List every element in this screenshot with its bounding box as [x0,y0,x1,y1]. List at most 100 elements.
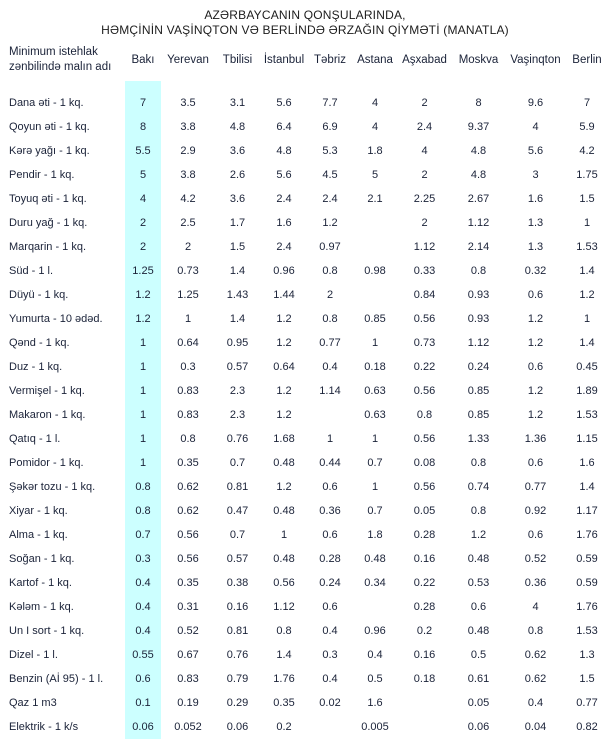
table-row: Makaron - 1 kq. 1 0.83 2.3 1.2 0.63 0.8 0.85 1.2… [1,403,609,427]
price-cell: 1.2 [125,307,161,331]
price-cell: 1.76 [576,601,598,613]
price-cell: 0.56 [177,553,199,565]
table-row: Kartof - 1 kq. 0.4 0.35 0.38 0.56 0.24 0.34 0.2… [1,571,609,595]
price-cell: 1 [583,313,591,325]
price-cell: 1.44 [273,289,295,301]
column-header-i̇stanbul: İstanbul [263,53,305,66]
price-cell: 3.6 [229,193,246,205]
price-cell: 3.8 [180,121,196,133]
column-header-yerevan: Yerevan [167,53,209,66]
price-cell: 1.12 [413,241,436,253]
price-cell: 0.83 [177,409,199,421]
title-line-1: AZƏRBAYCANIN QONŞULARINDA, [204,8,406,22]
price-cell: 8 [125,115,161,139]
price-cell: 2 [421,97,428,109]
price-cell: 0.84 [413,289,436,301]
price-cell: 0.85 [467,385,490,397]
price-cell: 1 [371,433,379,445]
table-row: Qənd - 1 kq. 1 0.64 0.95 1.2 0.77 1 0.73 1.12 1.2… [1,331,609,355]
price-cell: 0.8 [470,457,487,469]
price-cell: 0.48 [364,553,386,565]
price-cell: 1.2 [322,217,338,229]
title-line-2: HƏMÇİNİN VAŞİNQTON VƏ BERLİNDƏ ƏRZAĞIN Q… [101,23,509,37]
table-row: Pomidor - 1 kq. 1 0.35 0.7 0.48 0.44 0.7 0.08 0.… [1,451,609,475]
price-cell: 0.45 [576,361,598,373]
item-label: Qaz 1 m3 [9,697,57,709]
table-row: Duz - 1 kq. 1 0.3 0.57 0.64 0.4 0.18 0.22 0.24 0.… [1,355,609,379]
price-cell: 0.2 [276,721,292,733]
item-label: Toyuq əti - 1 kq. [9,193,87,205]
price-cell: 0.47 [226,505,249,517]
price-cell: 5.6 [276,97,292,109]
price-cell: 0.6 [527,529,544,541]
price-cell: 2 [421,217,428,229]
price-cell: 5.3 [322,145,338,157]
price-cell: 2.4 [276,193,292,205]
price-cell: 0.97 [319,241,341,253]
price-cell: 2.6 [229,169,246,181]
price-cell: 0.8 [527,625,544,637]
price-cell: 1.12 [467,337,490,349]
spacer-cell [398,81,451,91]
price-cell: 0.62 [524,649,547,661]
price-cell: 0.52 [524,553,547,565]
price-cell: 4 [125,187,161,211]
column-header-aşxabad: Aşxabad [402,53,447,66]
price-cell: 0.93 [467,289,490,301]
price-cell: 4.8 [470,145,487,157]
column-header-təbriz: Təbriz [314,53,346,66]
price-cell: 1 [125,379,161,403]
item-label: Dana əti - 1 kq. [9,97,84,109]
price-cell: 4 [532,121,539,133]
price-cell: 0.5 [470,649,487,661]
price-cell: 2.4 [416,121,433,133]
price-cell: 1.3 [579,649,595,661]
item-label: Elektrik - 1 k/s [9,721,79,733]
price-cell: 5.5 [125,139,161,163]
price-cell: 1.5 [579,673,595,685]
price-cell [398,715,451,739]
price-cell: 3.6 [229,145,246,157]
price-cell: 9.37 [467,121,490,133]
price-cell: 4 [371,121,379,133]
price-cell: 2.4 [276,241,292,253]
price-cell: 4.5 [322,169,338,181]
price-cell: 0.61 [467,673,490,685]
price-cell: 0.64 [273,361,295,373]
price-cell: 0.77 [319,337,341,349]
price-cell: 0.6 [527,457,544,469]
price-cell: 0.29 [226,697,249,709]
price-cell: 0.6 [322,601,338,613]
item-label: Soğan - 1 kq. [9,553,75,565]
price-cell: 3.5 [180,97,196,109]
price-cell: 0.56 [273,577,295,589]
price-cell: 5 [125,163,161,187]
price-cell: 0.3 [125,547,161,571]
price-cell: 0.83 [177,385,199,397]
price-cell: 1.2 [276,385,292,397]
price-cell: 1 [280,529,288,541]
price-cell: 1 [125,451,161,475]
price-cell [398,691,451,715]
price-cell: 0.8 [125,475,161,499]
price-cell: 1.4 [579,265,595,277]
price-cell: 0.57 [226,361,249,373]
price-cell: 1.53 [576,241,598,253]
price-cell: 1 [125,427,161,451]
price-cell: 1 [326,433,334,445]
price-cell: 0.93 [467,313,490,325]
price-cell: 0.35 [177,457,199,469]
price-cell: 1.4 [229,313,246,325]
price-cell: 3 [532,169,539,181]
price-cell: 9.6 [527,97,544,109]
item-label: Xiyar - 1 kq. [9,505,68,517]
price-cell: 1.5 [579,193,595,205]
price-cell: 2 [125,211,161,235]
price-cell: 0.1 [125,691,161,715]
table-row: Qaz 1 m3 0.1 0.19 0.29 0.35 0.02 1.6 0.05 0.4 0.7… [1,691,609,715]
price-cell: 0.4 [125,619,161,643]
price-cell: 0.52 [177,625,199,637]
price-cell: 0.92 [524,505,547,517]
price-cell [352,595,398,619]
price-cell: 0.44 [319,457,341,469]
